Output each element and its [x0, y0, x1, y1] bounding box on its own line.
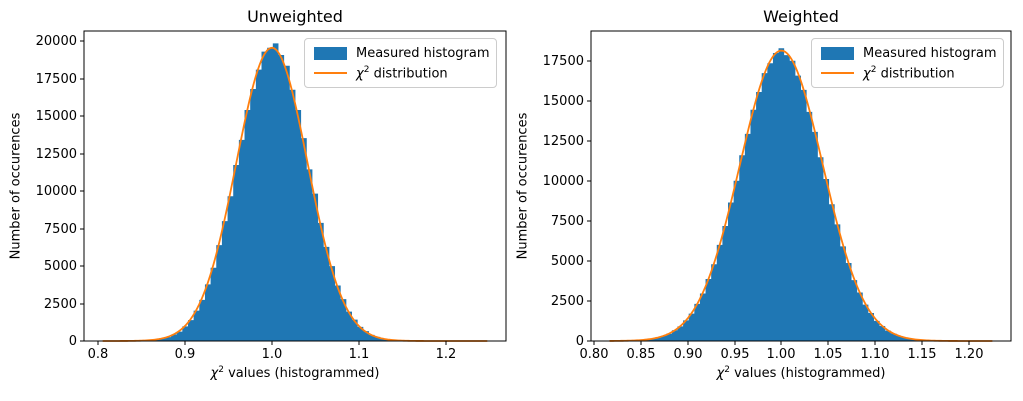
- legend-item-measured-histogram: Measured histogram: [821, 44, 997, 64]
- chi-symbol: χ: [356, 66, 364, 82]
- y-tick-label: 10000: [36, 184, 77, 199]
- curve-line-icon: [821, 72, 854, 75]
- x-tick-label: 0.90: [674, 347, 703, 362]
- x-tick-label: 1.0: [262, 347, 283, 362]
- y-tick-label: 0: [69, 334, 77, 349]
- x-tick-label: 1.05: [814, 347, 843, 362]
- y-tick-label: 12500: [543, 134, 584, 149]
- y-tick-label: 17500: [36, 72, 77, 87]
- legend-right: Measured histogram χ2 distribution: [811, 38, 1004, 88]
- histogram-bars: [103, 43, 488, 342]
- histogram-swatch-icon: [821, 47, 854, 61]
- legend-left: Measured histogram χ2 distribution: [304, 38, 497, 88]
- y-tick-label: 2500: [44, 297, 77, 312]
- x-axis-label-text: values (histogrammed): [729, 366, 886, 382]
- chi2-curve: [609, 49, 993, 342]
- chi-symbol: χ: [210, 366, 219, 382]
- subplot-0: 0.8 0.9 1.0 1.1 1.2 0 2500 5000 7500 10000 12500 15…: [36, 30, 507, 362]
- subplot-title-unweighted: Unweighted: [247, 7, 343, 26]
- axes-spines: [590, 30, 1012, 342]
- legend-label-text: distribution: [369, 66, 448, 82]
- y-tick-label: 12500: [36, 147, 77, 162]
- y-tick-label: 15000: [543, 94, 584, 109]
- legend-item-chi2-distribution: χ2 distribution: [821, 64, 995, 84]
- y-tick-label: 20000: [36, 34, 77, 49]
- curve-line-icon: [314, 72, 347, 75]
- legend-label-chi2-distribution: χ2 distribution: [356, 65, 448, 81]
- y-tick-label: 17500: [543, 54, 584, 69]
- histogram-swatch-icon: [314, 47, 347, 61]
- y-tick-label: 2500: [551, 294, 584, 309]
- y-tick-label: 5000: [551, 254, 584, 269]
- x-axis-label-left: χ2 values (histogrammed): [211, 365, 380, 381]
- y-axis-label-right: Number of occurences: [515, 112, 531, 260]
- y-axis-label-left: Number of occurences: [8, 112, 24, 260]
- x-tick-label: 0.85: [627, 347, 656, 362]
- x-tick-label: 1.15: [908, 347, 937, 362]
- legend-label-measured-histogram: Measured histogram: [356, 46, 490, 62]
- y-tick-label: 10000: [543, 174, 584, 189]
- x-tick-label: 1.10: [861, 347, 890, 362]
- y-tick-label: 7500: [44, 222, 77, 237]
- y-tick-label: 5000: [44, 259, 77, 274]
- x-tick-label: 0.8: [88, 347, 109, 362]
- legend-label-chi2-distribution: χ2 distribution: [863, 65, 955, 81]
- chi-exponent: 2: [724, 364, 730, 375]
- x-tick-label: 0.80: [580, 347, 609, 362]
- x-axis-label-text: values (histogrammed): [223, 366, 380, 382]
- chi-symbol: χ: [716, 366, 725, 382]
- chi-exponent: 2: [218, 364, 224, 375]
- legend-item-chi2-distribution: χ2 distribution: [314, 64, 488, 84]
- x-tick-label: 0.9: [175, 347, 196, 362]
- legend-label-text: distribution: [876, 66, 955, 82]
- chi-symbol: χ: [863, 66, 871, 82]
- x-tick-label: 1.00: [767, 347, 796, 362]
- subplot-title-weighted: Weighted: [763, 7, 839, 26]
- axes-spines: [83, 30, 507, 342]
- y-tick-label: 0: [576, 334, 584, 349]
- chi-exponent: 2: [363, 65, 370, 76]
- x-tick-label: 1.2: [436, 347, 457, 362]
- legend-item-measured-histogram: Measured histogram: [314, 44, 490, 64]
- legend-label-measured-histogram: Measured histogram: [863, 46, 997, 62]
- histogram-bars: [610, 48, 992, 341]
- x-tick-label: 1.20: [955, 347, 984, 362]
- x-tick-label: 1.1: [349, 347, 370, 362]
- y-tick-label: 15000: [36, 109, 77, 124]
- x-axis-label-right: χ2 values (histogrammed): [717, 365, 886, 381]
- subplot-1: 0.80 0.85 0.90 0.95 1.00 1.05 1.10 1.15 1.200250…: [543, 30, 1012, 362]
- x-tick-label: 0.95: [721, 347, 750, 362]
- y-tick-label: 7500: [551, 214, 584, 229]
- chi-exponent: 2: [870, 65, 877, 76]
